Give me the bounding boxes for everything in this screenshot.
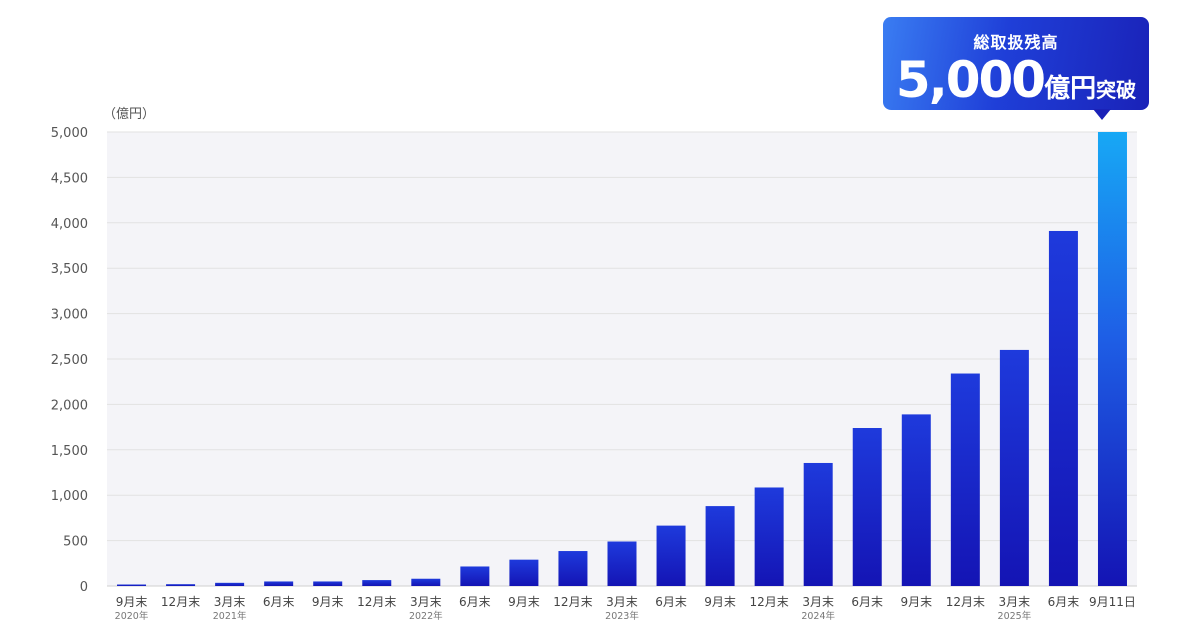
bar (313, 581, 343, 586)
y-tick-label: 2,000 (51, 398, 88, 413)
x-tick-label: 9月末 (312, 595, 344, 609)
callout-value: 5,000億円突破 (883, 55, 1149, 105)
total-balance-callout: 総取扱残高 5,000億円突破 (883, 17, 1149, 120)
x-tick-label: 12月末 (161, 595, 200, 609)
bar (215, 582, 245, 586)
bar (411, 578, 441, 586)
y-tick-label: 2,500 (51, 353, 88, 368)
bar (607, 541, 637, 586)
x-tick-year-label: 2025年 (998, 610, 1032, 622)
y-axis: 0 500 1,000 1,500 2,000 2,500 3,000 3,500 4,000 4… (51, 126, 88, 595)
bar (558, 551, 588, 586)
x-tick-label: 9月末 (704, 595, 736, 609)
x-tick-label: 3月末 (214, 595, 246, 609)
x-tick-label: 9月末 (116, 595, 148, 609)
bar (656, 525, 686, 586)
x-tick-year-label: 2021年 (213, 610, 247, 622)
plot-area (107, 131, 1137, 587)
y-tick-label: 1,000 (51, 489, 88, 504)
y-tick-label: 3,000 (51, 308, 88, 323)
x-tick-label: 6月末 (1048, 595, 1080, 609)
bar (362, 580, 392, 586)
y-tick-label: 4,500 (51, 171, 88, 186)
x-tick-label: 6月末 (459, 595, 491, 609)
bar (705, 506, 735, 586)
x-tick-label: 12月末 (553, 595, 592, 609)
bar (509, 559, 539, 586)
x-tick-year-label: 2023年 (605, 610, 639, 622)
bar (1097, 132, 1127, 586)
callout-label: 総取扱残高 (973, 33, 1059, 52)
bar (999, 349, 1029, 586)
y-tick-label: 4,000 (51, 217, 88, 232)
x-tick-label: 6月末 (655, 595, 687, 609)
bars (117, 132, 1127, 587)
x-tick-label: 3月末 (410, 595, 442, 609)
x-tick-label: 3月末 (802, 595, 834, 609)
x-tick-label: 12月末 (357, 595, 396, 609)
bar (901, 414, 931, 586)
x-tick-label: 3月末 (999, 595, 1031, 609)
bar (1048, 230, 1078, 587)
bar (264, 581, 294, 586)
bar (460, 566, 490, 586)
x-tick-label: 12月末 (750, 595, 789, 609)
x-tick-year-label: 2020年 (115, 610, 149, 622)
x-tick-label: 6月末 (263, 595, 295, 609)
y-tick-label: 1,500 (51, 444, 88, 459)
x-tick-label: 12月末 (946, 595, 985, 609)
callout-unit: 億円 (1044, 74, 1097, 104)
bar (803, 462, 833, 586)
callout-suffix: 突破 (1096, 78, 1137, 102)
x-tick-year-label: 2022年 (409, 610, 443, 622)
x-tick-year-label: 2024年 (801, 610, 835, 622)
x-tick-label: 9月11日 (1089, 595, 1136, 609)
y-tick-label: 500 (63, 535, 88, 550)
x-tick-label: 3月末 (606, 595, 638, 609)
y-axis-unit-label: （億円） (103, 106, 155, 122)
bar (852, 428, 882, 586)
x-tick-label: 9月末 (508, 595, 540, 609)
bar (950, 373, 980, 586)
y-tick-label: 0 (80, 580, 88, 595)
callout-number: 5,000 (895, 51, 1046, 109)
y-tick-label: 5,000 (51, 126, 88, 141)
x-tick-label: 9月末 (900, 595, 932, 609)
y-tick-label: 3,500 (51, 262, 88, 277)
bar (754, 487, 784, 586)
x-tick-label: 6月末 (851, 595, 883, 609)
bar (166, 584, 196, 586)
bar (117, 584, 147, 586)
